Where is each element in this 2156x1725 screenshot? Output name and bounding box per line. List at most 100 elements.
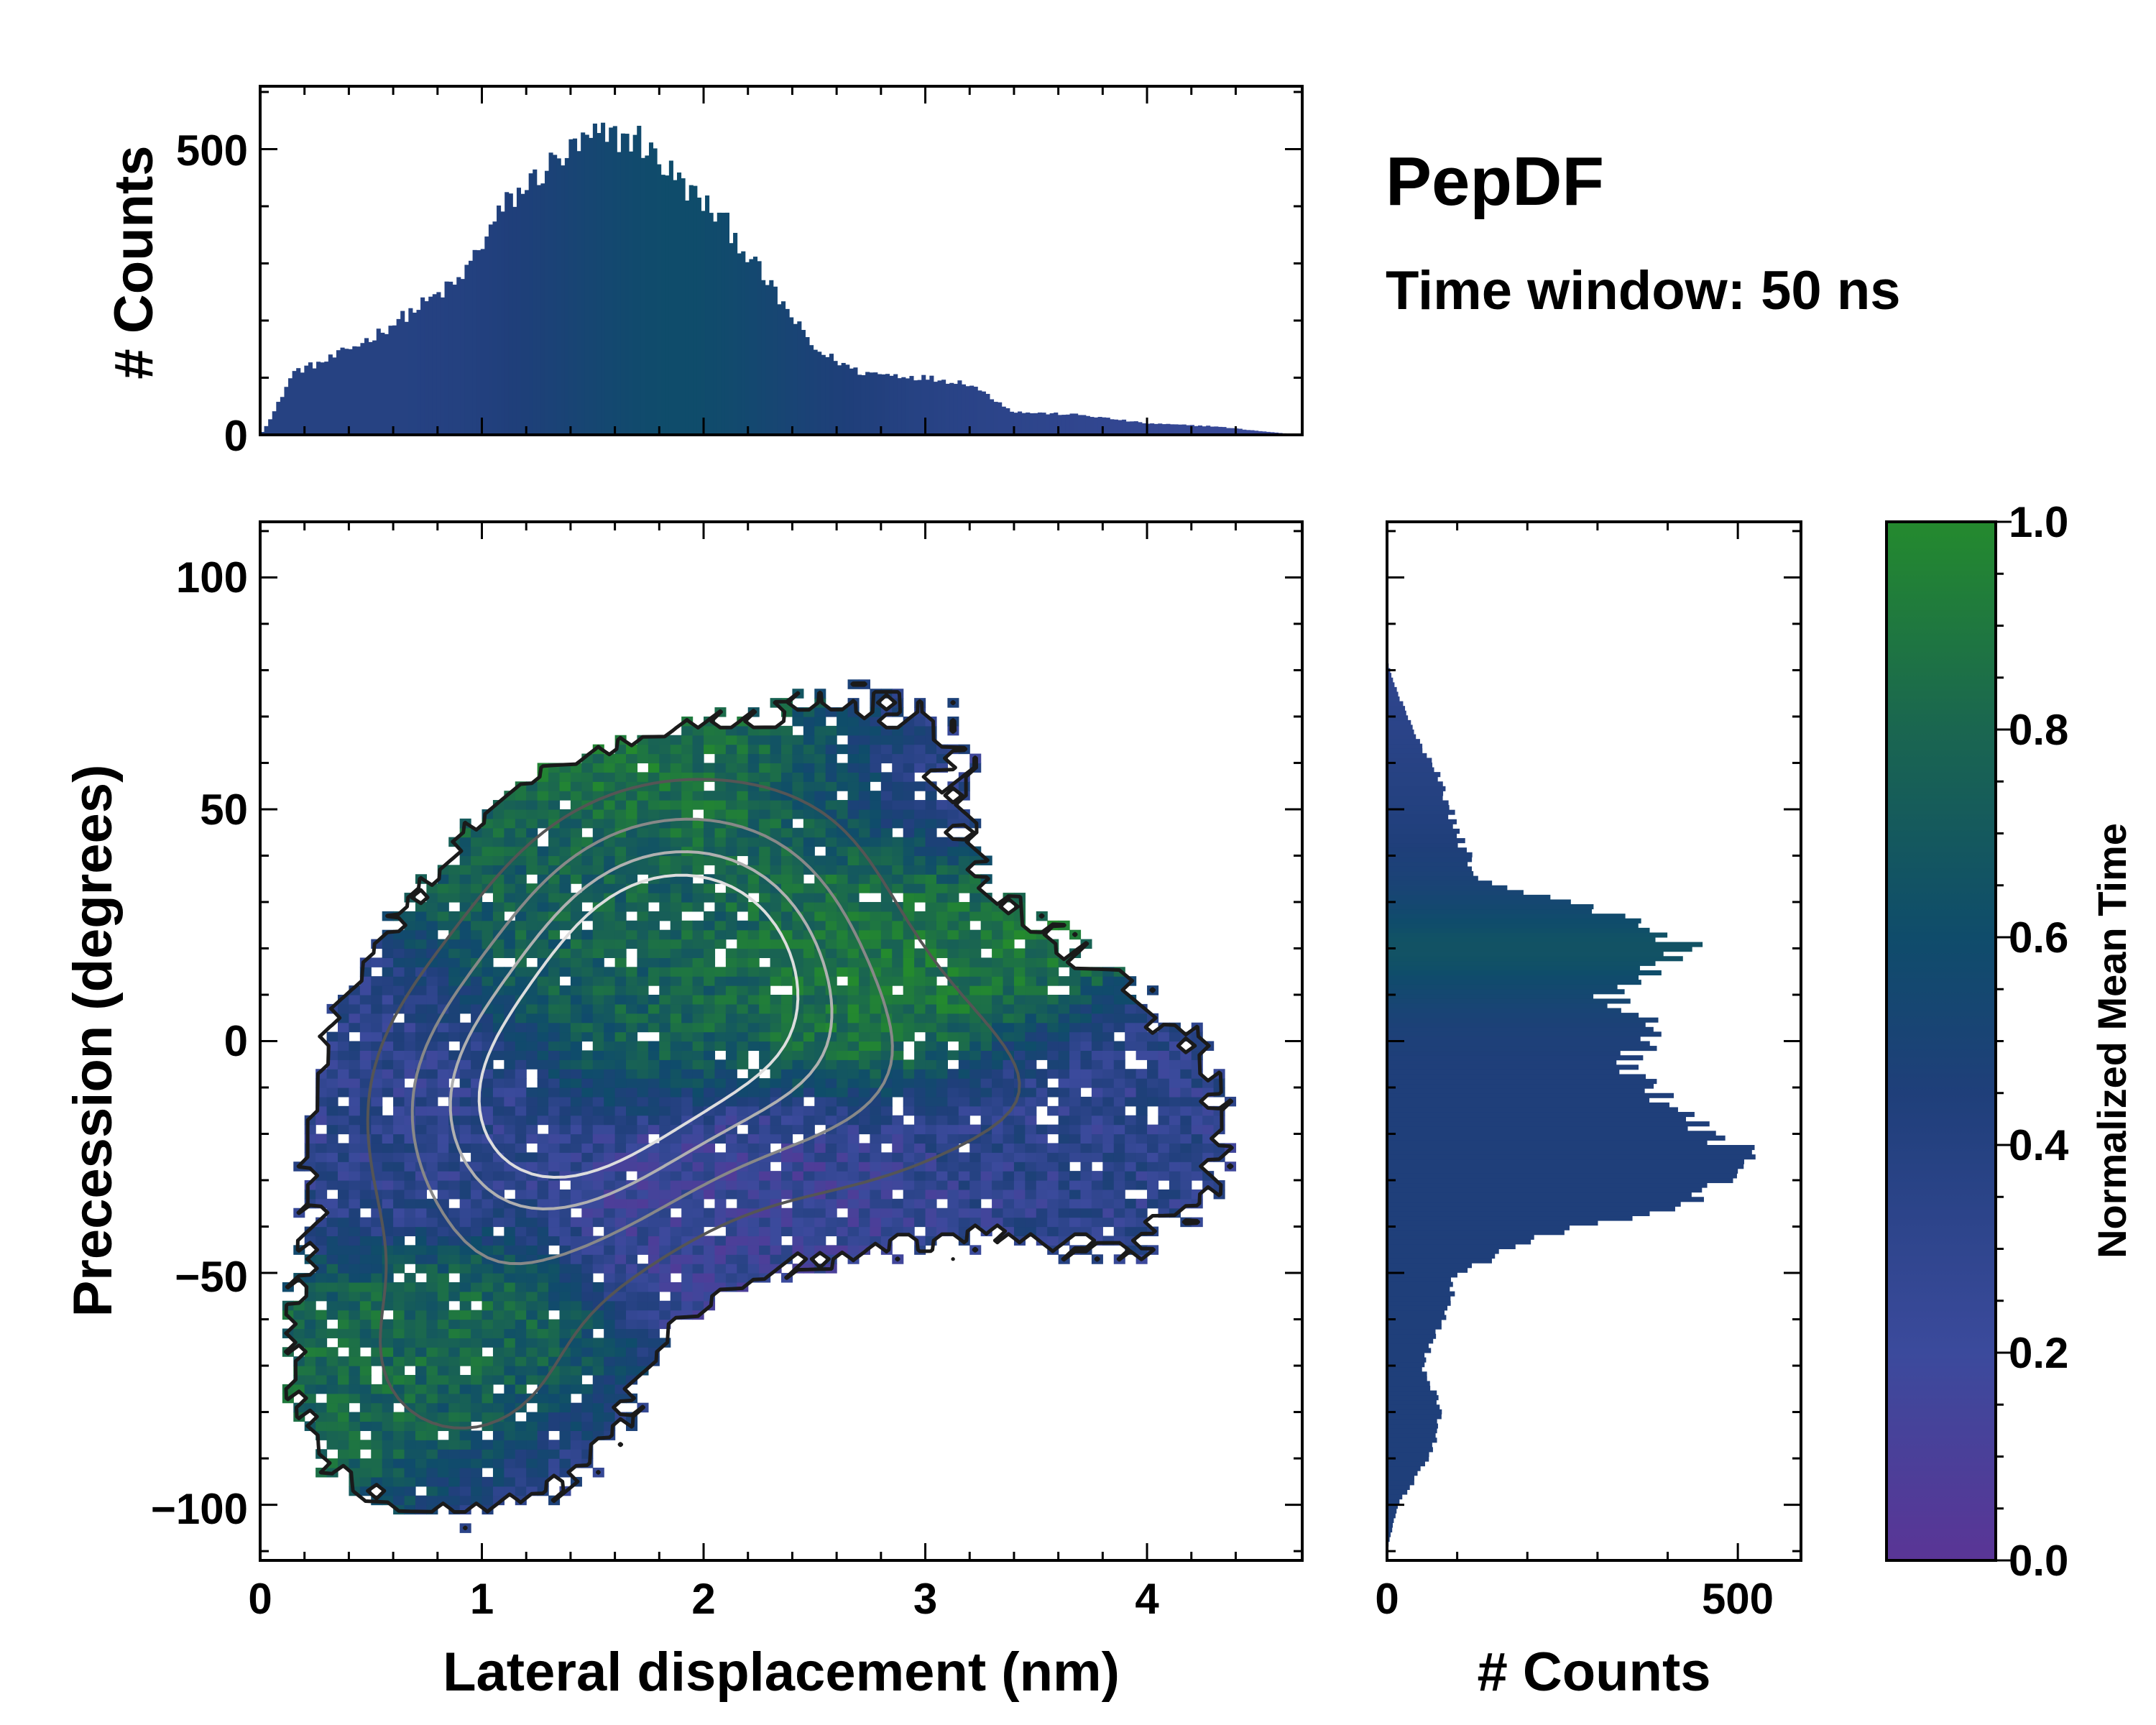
- right-histogram-bar: [1387, 1098, 1650, 1103]
- heatmap-cell: [1113, 1013, 1125, 1024]
- heatmap-cell: [581, 1003, 594, 1014]
- heatmap-cell: [1180, 1180, 1192, 1190]
- heatmap-cell: [648, 1282, 660, 1292]
- heatmap-cell: [1069, 976, 1082, 986]
- heatmap-cell: [1058, 1003, 1070, 1014]
- heatmap-cell: [415, 1338, 427, 1348]
- heatmap-cell: [870, 1041, 882, 1051]
- heatmap-cell: [1191, 1115, 1203, 1126]
- heatmap-cell: [925, 1171, 937, 1181]
- heatmap-cell: [371, 1226, 383, 1237]
- heatmap-cell: [759, 1198, 771, 1209]
- heatmap-cell: [637, 1087, 649, 1098]
- top-histogram-bar: [1054, 412, 1059, 435]
- heatmap-cell: [947, 1087, 959, 1098]
- heatmap-cell: [814, 1217, 826, 1228]
- top-histogram-bar: [384, 334, 389, 435]
- heatmap-cell: [681, 735, 694, 745]
- heatmap-cell: [992, 1189, 1004, 1200]
- heatmap-cell: [681, 1050, 694, 1060]
- heatmap-cell: [880, 1041, 893, 1051]
- top-histogram-bar: [933, 382, 938, 435]
- heatmap-cell: [670, 1096, 682, 1107]
- top-histogram-bar: [1198, 425, 1203, 435]
- heatmap-cell: [315, 1421, 328, 1431]
- heatmap-cell: [1025, 1031, 1037, 1042]
- heatmap-cell: [1158, 1152, 1170, 1162]
- heatmap-cell: [471, 1440, 483, 1450]
- heatmap-cell: [581, 1208, 594, 1218]
- heatmap-cell: [759, 1245, 771, 1255]
- heatmap-cell: [604, 883, 616, 893]
- heatmap-cell: [903, 883, 915, 893]
- heatmap-cell: [604, 1347, 616, 1357]
- heatmap-cell: [548, 1078, 561, 1088]
- heatmap-cell: [648, 1059, 660, 1070]
- heatmap-cell: [980, 939, 992, 949]
- heatmap-cell: [526, 1449, 538, 1459]
- top-histogram-bar: [688, 185, 694, 435]
- heatmap-cell: [903, 1124, 915, 1135]
- heatmap-cell: [958, 920, 970, 931]
- heatmap-cell: [614, 1031, 627, 1042]
- heatmap-cell: [980, 1217, 992, 1228]
- heatmap-cell: [747, 929, 760, 940]
- heatmap-cell: [803, 1217, 815, 1228]
- heatmap-cell: [725, 763, 737, 773]
- heatmap-cell: [482, 874, 494, 884]
- heatmap-cell: [1047, 1217, 1059, 1228]
- heatmap-cell: [614, 1162, 627, 1172]
- heatmap-cell: [692, 929, 704, 940]
- top-histogram-bar: [512, 206, 517, 435]
- top-histogram-bar: [921, 374, 926, 435]
- heatmap-cell: [781, 753, 793, 764]
- heatmap-cell: [803, 985, 815, 995]
- heatmap-cell: [814, 976, 826, 986]
- heatmap-cell: [648, 1124, 660, 1135]
- heatmap-cell: [980, 901, 992, 912]
- heatmap-cell: [803, 735, 815, 745]
- heatmap-cell: [1003, 1171, 1015, 1181]
- heatmap-cell: [847, 1171, 860, 1181]
- heatmap-cell: [637, 1096, 649, 1107]
- heatmap-cell: [681, 939, 694, 949]
- heatmap-cell: [1102, 985, 1115, 995]
- heatmap-cell: [936, 837, 948, 847]
- heatmap-cell: [393, 1152, 405, 1162]
- heatmap-cell: [803, 1124, 815, 1135]
- heatmap-cell: [903, 1031, 915, 1042]
- heatmap-cell: [870, 809, 882, 819]
- heatmap-cell: [648, 827, 660, 838]
- heatmap-cell: [437, 1356, 449, 1366]
- heatmap-cell: [892, 1115, 904, 1126]
- heatmap-cell: [404, 1226, 416, 1237]
- heatmap-cell: [504, 1430, 516, 1440]
- heatmap-cell: [670, 1162, 682, 1172]
- heatmap-cell: [349, 1291, 361, 1302]
- heatmap-cell: [1113, 1022, 1125, 1033]
- heatmap-cell: [1047, 976, 1059, 986]
- heatmap-cell: [604, 929, 616, 940]
- heatmap-cell: [1025, 1078, 1037, 1088]
- heatmap-cell: [626, 1115, 638, 1126]
- heatmap-cell: [404, 1105, 416, 1116]
- heatmap-cell: [426, 1291, 438, 1302]
- heatmap-cell: [492, 1486, 505, 1496]
- heatmap-cell: [1058, 1031, 1070, 1042]
- heatmap-cell: [459, 1189, 471, 1200]
- heatmap-cell: [759, 1264, 771, 1274]
- heatmap-cell: [604, 1022, 616, 1033]
- heatmap-cell: [382, 1133, 394, 1144]
- heatmap-cell: [459, 1393, 471, 1404]
- heatmap-cell: [925, 1226, 937, 1237]
- heatmap-cell: [504, 1393, 516, 1404]
- heatmap-cell: [393, 1245, 405, 1255]
- heatmap-cell: [1180, 1171, 1192, 1181]
- heatmap-cell: [792, 1078, 804, 1088]
- right-histogram-bar: [1387, 1145, 1755, 1151]
- heatmap-cell: [1135, 1078, 1148, 1088]
- heatmap-cell: [404, 1310, 416, 1320]
- heatmap-cell: [1091, 1031, 1103, 1042]
- top-histogram-bar: [909, 376, 914, 435]
- heatmap-cell: [1113, 1069, 1125, 1079]
